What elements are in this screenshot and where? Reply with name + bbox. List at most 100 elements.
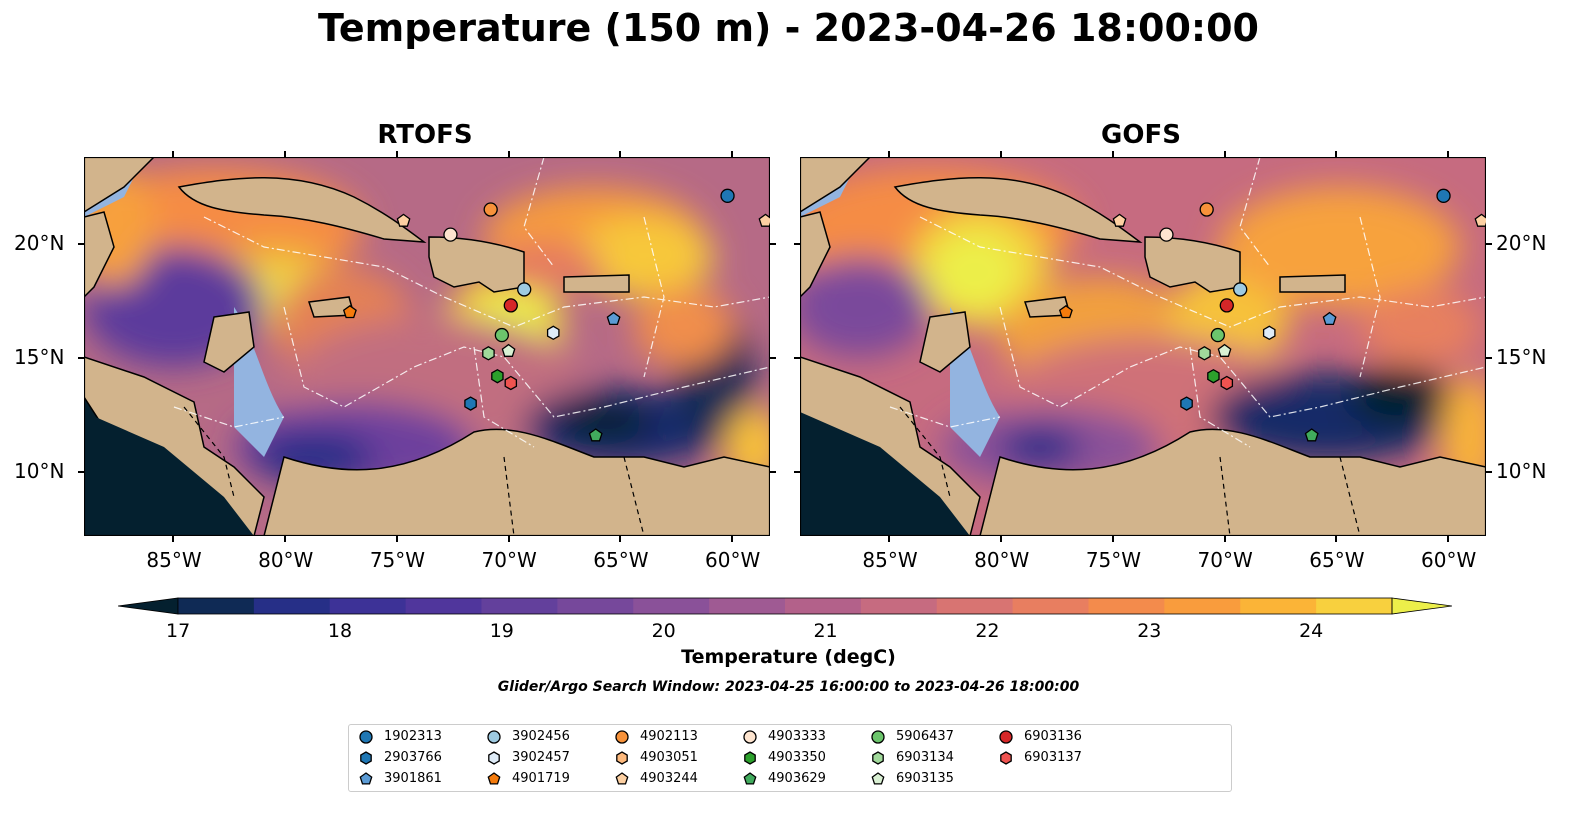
legend-label: 4902113 (640, 729, 698, 744)
colorbar-segment (1088, 598, 1165, 614)
legend-label: 4903244 (640, 771, 698, 786)
float-marker-4903333 (443, 227, 458, 242)
lon-tick (731, 536, 733, 542)
country-borders (183, 406, 645, 536)
lon-tick (507, 536, 510, 542)
legend-label: 6903135 (896, 771, 954, 786)
lat-tick-label-left: 10°N (14, 459, 65, 484)
map-frame (800, 157, 1486, 536)
colorbar-tick-label: 19 (489, 620, 514, 642)
lat-tick (1486, 471, 1492, 474)
lon-tick (1447, 536, 1449, 542)
lat-tick (794, 471, 800, 474)
colorbar-segment (785, 598, 862, 614)
float-marker-2903766 (1180, 396, 1193, 411)
lat-tick (78, 356, 84, 359)
lon-tick (1223, 151, 1226, 157)
legend-label: 6903134 (896, 750, 954, 765)
lat-tick (78, 242, 84, 245)
lat-tick (770, 242, 776, 245)
float-markers (1058, 188, 1486, 442)
lat-tick (1486, 242, 1492, 245)
legend-label: 3901861 (384, 771, 442, 786)
float-marker-1902313 (1436, 188, 1451, 203)
lat-tick (794, 242, 800, 245)
float-marker-3902457 (546, 325, 560, 341)
lat-tick-label-left: 20°N (14, 230, 65, 255)
float-marker-6903136 (1219, 298, 1234, 313)
float-marker-4903629 (588, 428, 603, 442)
eez-boundaries (889, 157, 1486, 448)
country-borders (899, 406, 1361, 536)
colorbar-frame (177, 597, 1393, 615)
lon-tick (1223, 536, 1226, 542)
lat-tick (770, 356, 776, 359)
lon-tick-label: 65°W (1309, 548, 1365, 572)
circle-marker-icon (743, 730, 757, 744)
legend-label: 1902313 (384, 729, 442, 744)
lat-tick (794, 356, 800, 359)
lon-tick (619, 536, 622, 542)
colorbar-extend-low (118, 597, 179, 615)
hexagon-marker-icon (744, 751, 756, 765)
float-marker-4903244 (758, 213, 770, 227)
circle-marker-icon (487, 730, 501, 744)
float-marker-6903134 (1198, 346, 1211, 361)
panel-title-gofs: GOFS (1101, 120, 1181, 150)
lon-tick-label: 80°W (258, 548, 314, 572)
lon-tick (284, 536, 287, 542)
lon-tick (395, 151, 398, 157)
legend-label: 4903051 (640, 750, 698, 765)
lat-tick-label-left: 15°N (14, 344, 65, 369)
float-marker-6903135 (501, 343, 516, 357)
legend-label: 5906437 (896, 729, 954, 744)
gofs-map (800, 157, 1486, 536)
pentagon-marker-icon (359, 772, 373, 785)
colorbar-tick-label: 18 (327, 620, 353, 642)
float-marker-3901861 (606, 311, 621, 326)
lon-tick (1447, 151, 1449, 157)
lon-tick-label: 65°W (593, 548, 649, 572)
lon-tick (888, 151, 891, 157)
lat-tick (1486, 356, 1492, 359)
colorbar-tick-label: 23 (1137, 620, 1162, 642)
lon-tick-label: 70°W (1197, 548, 1253, 572)
panel-title-rtofs: RTOFS (377, 120, 473, 150)
pentagon-marker-icon (615, 772, 629, 785)
lat-tick-label-right: 10°N (1496, 459, 1547, 484)
lon-tick-label: 60°W (705, 548, 761, 572)
hexagon-marker-icon (360, 751, 372, 765)
lon-tick (731, 151, 733, 157)
float-marker-3901861 (1322, 311, 1337, 326)
colorbar-segment (253, 598, 331, 614)
lon-tick-label: 75°W (1085, 548, 1142, 572)
legend-label: 4903629 (768, 771, 826, 786)
lon-tick (172, 151, 175, 157)
lon-tick-label: 70°W (481, 548, 537, 572)
colorbar (118, 597, 1452, 615)
hexagon-marker-icon (488, 751, 500, 765)
legend-label: 2903766 (384, 750, 442, 765)
colorbar-tick-label: 24 (1299, 620, 1324, 642)
colorbar-extend-high (1391, 597, 1452, 615)
legend-label: 3902457 (512, 750, 570, 765)
hexagon-marker-icon (1000, 751, 1012, 765)
lat-tick (78, 471, 84, 474)
rtofs-map (84, 157, 770, 536)
legend-label: 4903333 (768, 729, 826, 744)
pentagon-marker-icon (743, 772, 757, 785)
legend-label: 4901719 (512, 771, 570, 786)
float-marker-3902457 (1262, 325, 1276, 341)
lon-tick-label: 60°W (1421, 548, 1477, 572)
colorbar-segment (1240, 598, 1317, 614)
legend-label: 4903350 (768, 750, 826, 765)
circle-marker-icon (615, 730, 629, 744)
colorbar-segment (405, 598, 482, 614)
float-marker-3902456 (517, 282, 532, 297)
colorbar-tick-label: 20 (651, 620, 676, 642)
float-marker-5906437 (1210, 327, 1226, 343)
float-marker-6903137 (1220, 375, 1234, 391)
legend-label: 6903137 (1024, 750, 1082, 765)
colorbar-segment (557, 598, 634, 614)
float-marker-4903629 (1304, 428, 1319, 442)
